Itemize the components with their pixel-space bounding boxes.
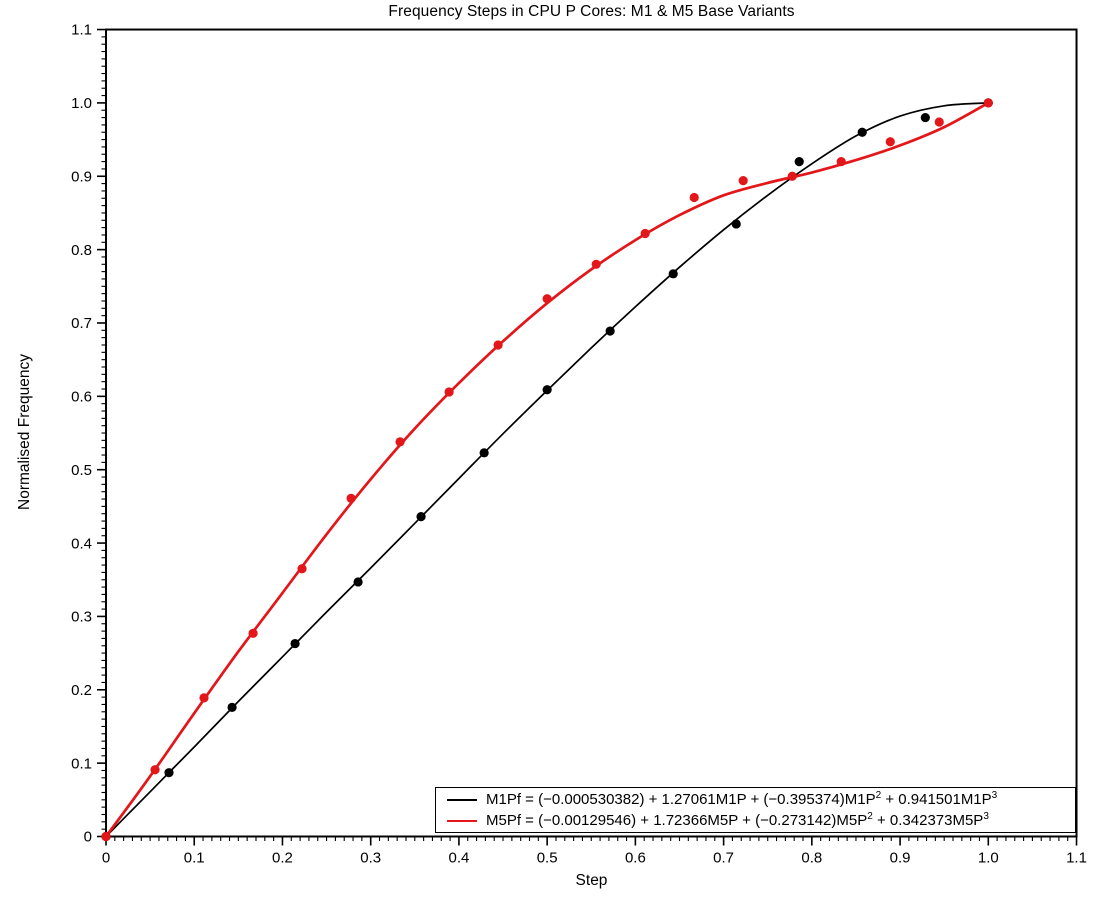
chart-title: Frequency Steps in CPU P Cores: M1 & M5 … — [388, 3, 795, 20]
m5-data-point — [983, 98, 993, 108]
y-tick-label: 0.5 — [71, 462, 92, 479]
m5-data-point — [689, 192, 699, 203]
m5-data-point — [934, 117, 944, 127]
m1-data-point — [605, 326, 615, 336]
m5-data-point — [395, 437, 405, 447]
m5-data-point — [444, 387, 454, 397]
m5-data-point — [738, 176, 748, 186]
x-tick-label: 0.9 — [890, 850, 911, 867]
m5-data-point — [787, 171, 797, 181]
y-tick-label: 0.3 — [71, 609, 92, 626]
x-tick-label: 0.1 — [184, 850, 205, 867]
m1-data-point — [542, 385, 552, 395]
plot-frame — [105, 28, 1078, 838]
y-tick-label: 1.1 — [71, 22, 92, 39]
legend-line-sample-m1 — [447, 798, 477, 801]
m5-data-point — [248, 628, 258, 638]
m1-fit-curve — [105, 102, 990, 838]
x-tick-label: 0.4 — [448, 850, 469, 867]
legend-entry-m1: M1Pf = (−0.000530382) + 1.27061M1P + (−0… — [436, 790, 1075, 810]
legend-line-sample-m5 — [447, 819, 477, 822]
legend-equation-m1: M1Pf = (−0.000530382) + 1.27061M1P + (−0… — [486, 789, 998, 808]
y-tick-label: 0.6 — [71, 389, 92, 406]
m1-data-point — [353, 577, 363, 587]
legend-equation-m5: M5Pf = (−0.00129546) + 1.72366M5P + (−0.… — [486, 810, 989, 829]
x-axis-label: Step — [575, 872, 608, 889]
m1-data-point — [731, 219, 741, 229]
x-tick-label: 0 — [102, 850, 110, 867]
x-tick-label: 0.3 — [360, 850, 381, 867]
m5-data-point — [297, 564, 307, 574]
x-tick-label: 0.8 — [801, 850, 822, 867]
y-tick-label: 0.2 — [71, 682, 92, 699]
legend-entry-m5: M5Pf = (−0.00129546) + 1.72366M5P + (−0.… — [436, 811, 1075, 831]
x-tick-label: 0.7 — [713, 850, 734, 867]
y-tick-label: 1.0 — [71, 95, 92, 112]
m1-data-point — [857, 127, 867, 137]
m5-data-point — [199, 693, 209, 703]
x-tick-label: 1.1 — [1066, 850, 1087, 867]
m5-data-point — [836, 156, 846, 167]
m5-data-point — [542, 294, 552, 304]
y-tick-label: 0.4 — [71, 535, 92, 552]
m5-data-point — [640, 228, 650, 239]
m5-data-point — [150, 765, 160, 775]
m1-data-point — [227, 702, 237, 712]
y-tick-label: 0.8 — [71, 242, 92, 259]
y-tick-label: 0.1 — [71, 755, 92, 772]
m5-data-point — [493, 340, 503, 350]
y-tick-label: 0 — [84, 829, 92, 846]
y-tick-label: 0.7 — [71, 315, 92, 332]
m5-data-point — [885, 137, 895, 147]
m1-data-point — [416, 512, 426, 522]
m5-fit-curve — [104, 101, 990, 838]
m5-data-point — [101, 831, 111, 842]
m1-data-point — [164, 768, 174, 778]
x-tick-label: 0.5 — [537, 850, 558, 867]
m1-data-point — [920, 112, 930, 123]
m1-data-point — [668, 269, 678, 279]
x-tick-label: 1.0 — [978, 850, 999, 867]
m5-data-point — [346, 493, 356, 503]
m1-data-point — [479, 448, 489, 458]
y-axis-label: Normalised Frequency — [16, 354, 33, 510]
m1-data-point — [290, 638, 300, 649]
legend-box: M1Pf = (−0.000530382) + 1.27061M1P + (−0… — [435, 787, 1076, 833]
x-tick-label: 0.6 — [625, 850, 646, 867]
m5-data-point — [591, 259, 601, 269]
y-tick-label: 0.9 — [71, 168, 92, 185]
x-tick-label: 0.2 — [272, 850, 293, 867]
m1-data-point — [794, 156, 804, 167]
